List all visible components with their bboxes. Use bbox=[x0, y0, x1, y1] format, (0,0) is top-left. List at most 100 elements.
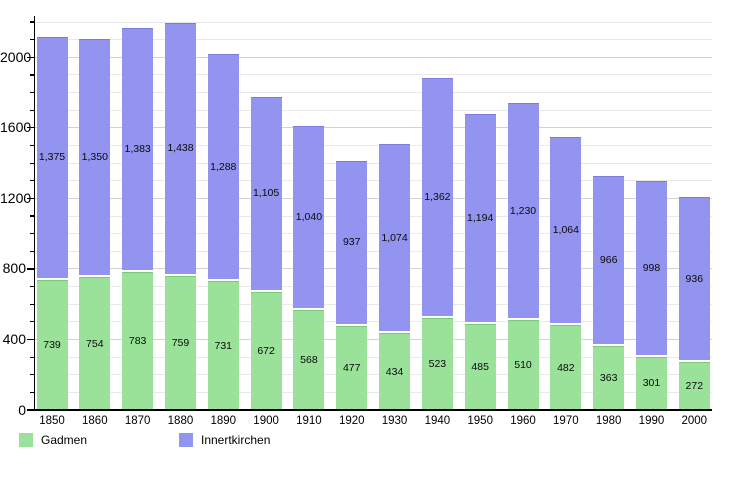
bar-gadmen-1890 bbox=[207, 281, 239, 410]
bar-value-innertkirchen-1940: 1,362 bbox=[424, 190, 451, 203]
x-axis-label-2000: 2000 bbox=[681, 415, 708, 427]
y-tick-700 bbox=[29, 285, 34, 288]
bar-value-gadmen-1970: 482 bbox=[557, 361, 575, 374]
legend-label-gadmen: Gadmen bbox=[41, 433, 88, 447]
bar-innertkirchen-1960 bbox=[507, 103, 539, 319]
y-tick-1100 bbox=[29, 215, 34, 217]
bar-value-innertkirchen-1900: 1,105 bbox=[252, 187, 280, 200]
x-axis-label-1930: 1930 bbox=[381, 415, 408, 427]
bar-value-innertkirchen-1890: 1,288 bbox=[210, 160, 237, 173]
y-tick-300 bbox=[29, 356, 34, 358]
x-axis-label-1970: 1970 bbox=[553, 415, 579, 427]
gridline-500 bbox=[34, 321, 712, 323]
y-axis-label-0: 0 bbox=[18, 401, 26, 418]
x-axis-label-1850: 1850 bbox=[39, 415, 65, 427]
bar-value-innertkirchen-1850: 1,375 bbox=[38, 151, 66, 164]
x-axis-label-1910: 1910 bbox=[296, 415, 322, 427]
bar-value-innertkirchen-1990: 998 bbox=[642, 261, 661, 274]
bar-gadmen-1960 bbox=[507, 320, 539, 410]
bar-innertkirchen-1860 bbox=[79, 39, 111, 276]
bar-value-gadmen-1870: 783 bbox=[128, 334, 147, 347]
gridline-700 bbox=[34, 286, 712, 288]
bar-innertkirchen-1940 bbox=[421, 77, 453, 316]
bar-value-gadmen-2000: 272 bbox=[685, 380, 704, 393]
bar-value-gadmen-1860: 754 bbox=[86, 337, 104, 350]
y-axis-label-2000: 2000 bbox=[0, 48, 32, 65]
bar-gadmen-1990 bbox=[635, 356, 667, 410]
bar-value-gadmen-1930: 434 bbox=[385, 365, 404, 378]
bar-value-gadmen-1980: 363 bbox=[599, 371, 618, 384]
gridline-2000 bbox=[34, 56, 712, 58]
legend-swatch-gadmen bbox=[19, 433, 33, 447]
y-tick-1900 bbox=[29, 74, 34, 76]
y-tick-200 bbox=[29, 374, 34, 376]
bar-gadmen-1850 bbox=[36, 279, 68, 410]
y-axis-label-800: 800 bbox=[2, 260, 26, 277]
x-axis-label-1860: 1860 bbox=[82, 415, 108, 427]
bar-innertkirchen-2000 bbox=[678, 197, 710, 361]
bar-value-innertkirchen-1970: 1,064 bbox=[552, 224, 579, 237]
y-tick-1300 bbox=[29, 180, 34, 182]
bar-innertkirchen-1950 bbox=[464, 113, 496, 323]
bar-gadmen-2000 bbox=[678, 362, 710, 410]
bar-value-gadmen-1920: 477 bbox=[342, 361, 361, 374]
bar-gadmen-1870 bbox=[122, 271, 154, 410]
bar-gadmen-1910 bbox=[293, 309, 325, 410]
y-tick-1500 bbox=[29, 144, 34, 147]
y-tick-1200 bbox=[27, 197, 34, 199]
gridline-2200 bbox=[34, 21, 712, 23]
bar-value-gadmen-1880: 759 bbox=[171, 337, 190, 350]
bar-gadmen-1880 bbox=[164, 276, 196, 410]
x-axis-label-1920: 1920 bbox=[338, 415, 365, 427]
bar-innertkirchen-1990 bbox=[635, 180, 667, 355]
y-axis-label-1600: 1600 bbox=[0, 119, 32, 136]
bar-value-gadmen-1900: 672 bbox=[257, 344, 275, 357]
gridline-1100 bbox=[34, 215, 712, 217]
bar-innertkirchen-1910 bbox=[293, 126, 325, 308]
x-axis-label-1980: 1980 bbox=[595, 415, 622, 427]
bar-value-gadmen-1850: 739 bbox=[43, 338, 61, 351]
bar-gadmen-1930 bbox=[379, 333, 411, 410]
bar-value-innertkirchen-1920: 937 bbox=[342, 236, 361, 249]
y-axis-line bbox=[33, 16, 35, 411]
x-axis-label-1990: 1990 bbox=[638, 415, 665, 427]
gridline-900 bbox=[34, 250, 712, 252]
bar-innertkirchen-1980 bbox=[593, 175, 625, 344]
gridline-1300 bbox=[34, 180, 712, 182]
bar-value-gadmen-1940: 523 bbox=[428, 357, 447, 370]
gridline-1900 bbox=[34, 74, 712, 76]
y-tick-900 bbox=[29, 250, 34, 252]
bar-gadmen-1920 bbox=[336, 325, 368, 410]
y-tick-100 bbox=[29, 391, 34, 393]
bar-value-innertkirchen-1910: 1,040 bbox=[295, 211, 323, 224]
gridline-1700 bbox=[34, 109, 712, 111]
bar-gadmen-1950 bbox=[464, 324, 496, 410]
bar-value-innertkirchen-1980: 966 bbox=[599, 253, 618, 266]
y-tick-2000 bbox=[27, 56, 34, 58]
gridline-200 bbox=[34, 374, 712, 376]
bar-gadmen-1980 bbox=[593, 345, 625, 410]
bar-value-innertkirchen-1880: 1,438 bbox=[167, 142, 194, 155]
gridline-600 bbox=[34, 303, 712, 305]
legend-label-innertkirchen: Innertkirchen bbox=[201, 433, 271, 447]
y-tick-1400 bbox=[29, 162, 34, 164]
gridline-1800 bbox=[34, 92, 712, 94]
bar-value-innertkirchen-1930: 1,074 bbox=[381, 231, 408, 244]
y-tick-400 bbox=[27, 338, 34, 341]
gridline-1500 bbox=[34, 145, 712, 147]
y-tick-2100 bbox=[29, 39, 34, 41]
bar-innertkirchen-1970 bbox=[550, 137, 582, 323]
x-axis-label-1880: 1880 bbox=[167, 415, 194, 427]
bar-gadmen-1860 bbox=[79, 277, 111, 410]
gridline-100 bbox=[34, 391, 712, 393]
x-axis-label-1890: 1890 bbox=[210, 415, 237, 427]
bar-innertkirchen-1850 bbox=[36, 37, 68, 278]
bar-value-gadmen-1990: 301 bbox=[642, 377, 661, 390]
bar-value-gadmen-1960: 510 bbox=[514, 359, 532, 372]
x-axis-label-1940: 1940 bbox=[424, 415, 451, 427]
bar-value-innertkirchen-1870: 1,383 bbox=[124, 143, 151, 156]
gridline-2100 bbox=[34, 39, 712, 41]
bar-gadmen-1900 bbox=[250, 291, 282, 410]
bar-gadmen-1940 bbox=[421, 317, 453, 410]
